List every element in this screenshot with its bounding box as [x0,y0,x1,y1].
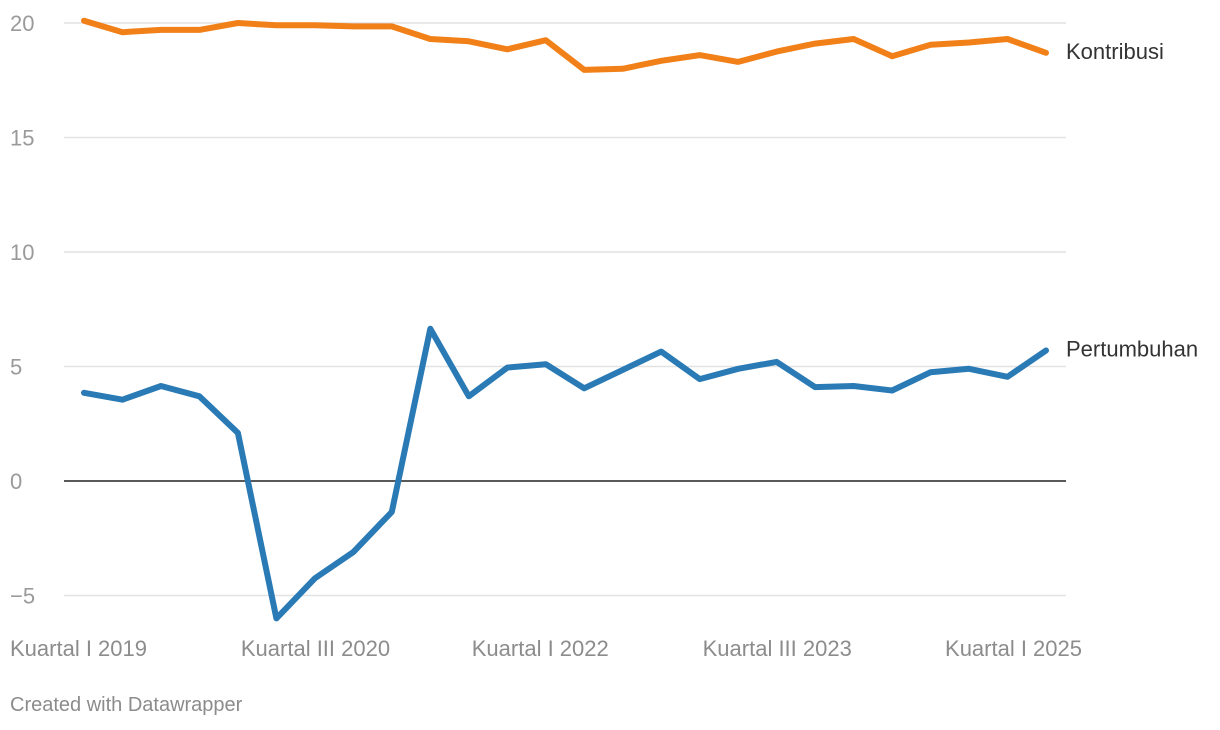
y-axis-tick-labels: 20 15 10 5 0 −5 [10,11,35,609]
y-tick-label: −5 [10,584,35,609]
series-labels: Kontribusi Pertumbuhan [1066,39,1198,362]
series-line-kontribusi [81,17,1049,73]
x-tick-label: Kuartal I 2019 [10,636,147,661]
series-lines [81,17,1049,622]
series-label-kontribusi: Kontribusi [1066,39,1164,64]
y-tick-label: 15 [10,126,34,151]
datawrapper-credit: Created with Datawrapper [10,694,243,716]
y-tick-label: 0 [10,469,22,494]
y-tick-label: 5 [10,355,22,380]
y-gridlines [64,22,1066,597]
series-line-pertumbuhan [81,325,1049,622]
line-chart: 20 15 10 5 0 −5 Kontribusi Pertumbuhan Kuartal… [10,11,1198,661]
x-axis-tick-labels: Kuartal I 2019 Kuartal III 2020 Kuartal I … [10,636,1082,661]
y-tick-label: 10 [10,240,34,265]
x-tick-label: Kuartal I 2025 [945,636,1082,661]
y-tick-label: 20 [10,11,34,36]
x-tick-label: Kuartal III 2023 [703,636,852,661]
x-tick-label: Kuartal III 2020 [241,636,390,661]
series-label-pertumbuhan: Pertumbuhan [1066,336,1198,361]
x-tick-label: Kuartal I 2022 [472,636,609,661]
